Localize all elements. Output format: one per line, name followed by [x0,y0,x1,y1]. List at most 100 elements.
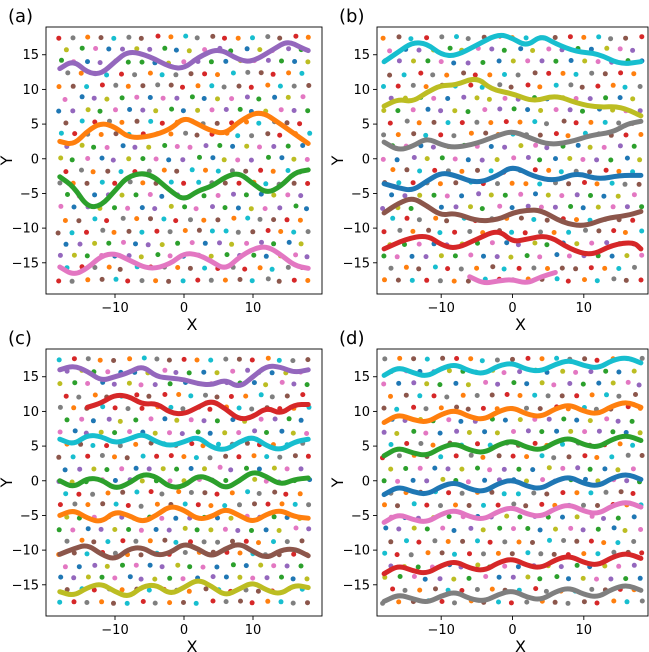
scatter-point [252,501,257,507]
scatter-point [395,108,401,114]
scatter-point [525,355,531,361]
scatter-point [264,575,270,581]
scatter-point [630,491,636,496]
scatter-point [396,380,402,386]
scatter-point [160,95,166,101]
scatter-point [537,181,543,187]
scatter-point [475,538,480,544]
scatter-point [256,466,262,472]
scatter-point [581,502,586,508]
scatter-point [64,417,70,423]
scatter-point [517,119,523,125]
scatter-point [76,394,82,400]
scatter-point [496,58,502,64]
scatter-point [167,430,172,436]
scatter-point [524,253,530,259]
scatter-point [390,215,396,221]
scatter-point [284,563,290,569]
scatter-point [588,193,593,198]
scatter-point [552,35,558,40]
scatter-point [113,276,119,282]
scatter-point [63,120,69,126]
scatter-point [235,229,241,235]
scatter-point [501,466,507,472]
scatter-point [174,168,180,174]
scatter-point [510,356,515,362]
scatter-point [298,563,304,569]
scatter-point [166,527,172,533]
scatter-point [539,453,545,459]
chain-4 [57,470,311,490]
scatter-point [432,465,438,471]
scatter-point [202,490,208,496]
scatter-point [85,574,91,580]
scatter-point [99,179,105,185]
scatter-point [503,119,509,125]
scatter-point [395,478,401,484]
scatter-point [617,441,623,447]
scatter-point [57,502,63,508]
scatter-point [588,119,594,125]
scatter-point [279,574,284,580]
scatter-point [250,35,255,41]
scatter-point [84,600,90,605]
scatter-point [594,576,599,582]
scatter-point [249,278,255,284]
scatter-point [525,550,531,556]
scatter-point [504,392,510,397]
scatter-point [508,600,514,606]
scatter-point [603,489,609,495]
scatter-point [411,574,417,579]
scatter-point [138,254,144,260]
scatter-point [265,598,271,604]
scatter-point [152,382,158,388]
scatter-point [479,358,485,364]
chain-4 [381,165,644,193]
scatter-point [271,563,277,569]
scatter-point [423,132,429,138]
scatter-point [258,167,264,173]
y-tick-label: −10 [12,544,39,559]
scatter-point [223,58,229,64]
scatter-point [553,156,558,162]
scatter-point [162,367,168,373]
scatter-point [292,59,298,64]
scatter-point [186,48,192,54]
scatter-point [567,156,573,161]
scatter-point [181,356,187,362]
scatter-point [388,442,394,447]
scatter-point [601,144,607,150]
scatter-point [215,193,221,198]
scatter-point [305,59,311,65]
scatter-point [532,70,538,76]
scatter-point [574,514,580,520]
scatter-point [390,586,396,592]
scatter-point [554,252,560,258]
scatter-point [56,357,62,363]
scatter-point [594,455,600,460]
scatter-point [189,441,195,447]
scatter-point [104,443,110,449]
scatter-point [168,453,174,459]
scatter-point [451,60,457,66]
scatter-point [265,501,271,507]
scatter-point [57,252,63,258]
scatter-point [468,204,473,210]
scatter-point [174,95,180,101]
scatter-point [153,156,159,162]
x-tick-label: 10 [576,301,593,316]
scatter-point [622,230,628,235]
scatter-point [615,467,621,473]
scatter-point [305,357,311,363]
chain-2 [381,400,644,425]
scatter-point [394,406,400,412]
scatter-point [604,45,610,51]
scatter-point [162,45,168,51]
scatter-point [410,477,416,483]
scatter-point [532,240,538,246]
scatter-point [167,600,173,606]
scatter-point [381,84,386,89]
y-tick-label: 0 [362,474,370,489]
scatter-point [425,58,431,64]
scatter-point [560,490,566,496]
